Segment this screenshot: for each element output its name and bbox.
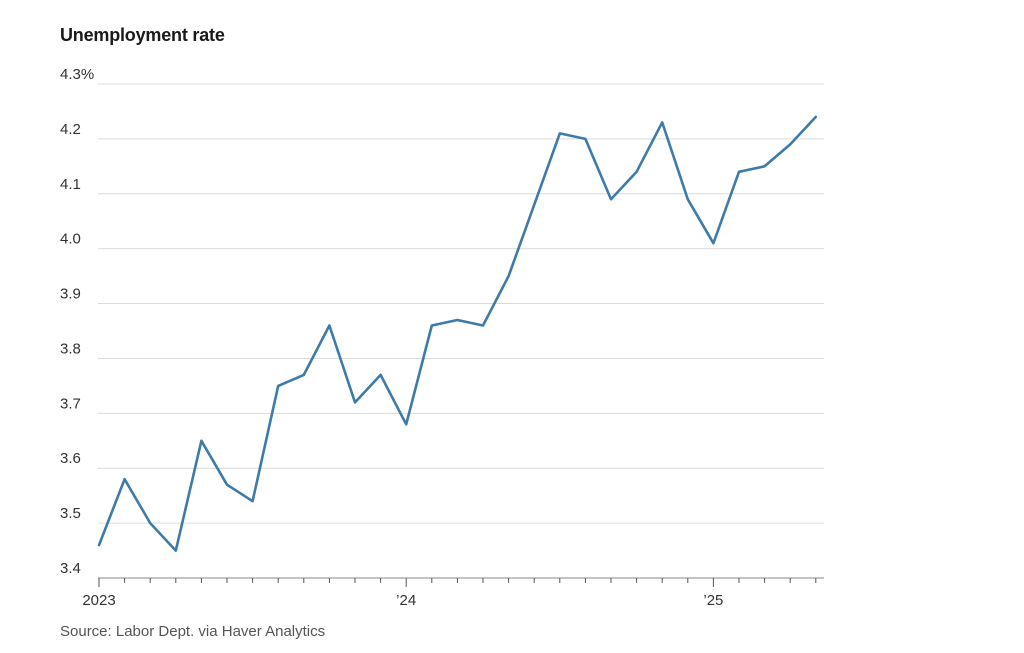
y-tick-label: 4.2 xyxy=(60,121,81,138)
y-tick-label: 3.5 xyxy=(60,505,81,522)
x-tick-label: ’24 xyxy=(396,592,416,609)
y-tick-label: 3.4 xyxy=(60,560,81,577)
y-tick-label: 3.6 xyxy=(60,450,81,467)
gridlines xyxy=(98,83,824,524)
x-axis: 2023 ’24 ’25 xyxy=(82,577,824,609)
series-layer xyxy=(97,115,818,552)
source-note: Source: Labor Dept. via Haver Analytics xyxy=(60,623,326,640)
y-tick-label: 4.0 xyxy=(60,231,81,248)
y-tick-label: 4.3% xyxy=(60,66,94,83)
x-tick-label: 2023 xyxy=(82,592,115,609)
y-tick-label: 3.7 xyxy=(60,395,81,412)
y-tick-label: 4.1 xyxy=(60,176,81,193)
y-tick-label: 3.8 xyxy=(60,340,81,357)
chart-title: Unemployment rate xyxy=(60,25,225,45)
y-axis-labels: 3.4 3.5 3.6 3.7 3.8 3.9 4.0 4.1 4.2 4.3% xyxy=(60,66,94,577)
series-line-unemployment xyxy=(97,115,818,552)
y-tick-label: 3.9 xyxy=(60,286,81,303)
x-tick-label: ’25 xyxy=(703,592,723,609)
